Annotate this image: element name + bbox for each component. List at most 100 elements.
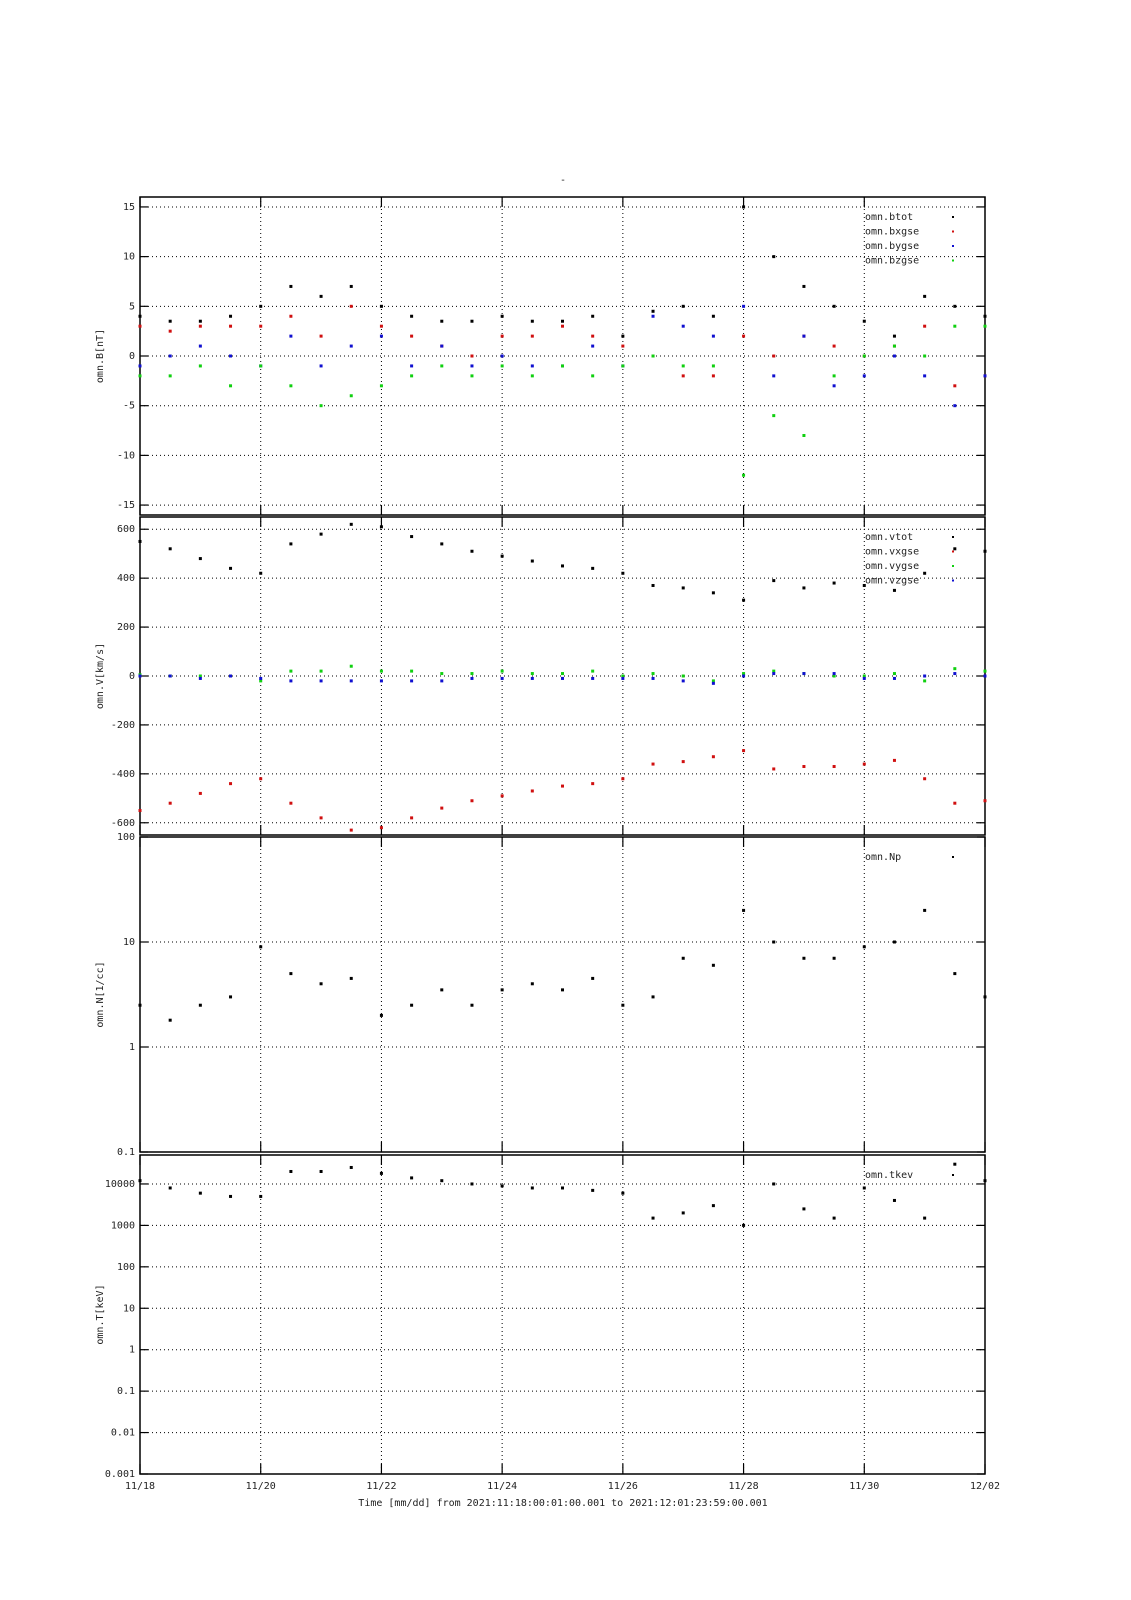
data-point <box>410 679 414 683</box>
data-point <box>832 374 836 378</box>
data-point <box>892 1198 896 1202</box>
data-point <box>742 304 746 308</box>
y-tick-label: 0 <box>129 671 135 682</box>
data-point <box>470 549 474 553</box>
y-axis-label: omn.V[km/s] <box>95 643 106 709</box>
data-point <box>953 667 957 671</box>
data-point <box>711 755 715 759</box>
data-point <box>440 1179 444 1183</box>
data-point <box>470 672 474 676</box>
data-point <box>168 1018 172 1022</box>
data-point <box>862 676 866 680</box>
data-point <box>470 1182 474 1186</box>
data-point <box>983 324 987 328</box>
data-point <box>379 1013 383 1017</box>
data-point <box>229 354 233 358</box>
data-point <box>621 676 625 680</box>
plot-frame <box>139 836 986 1153</box>
data-point <box>379 669 383 673</box>
y-tick-label: -5 <box>123 401 135 412</box>
data-point <box>168 547 172 551</box>
data-point <box>530 334 534 338</box>
data-point <box>410 535 414 539</box>
data-point <box>259 571 263 575</box>
data-point <box>681 324 685 328</box>
data-point <box>892 334 896 338</box>
data-point <box>591 1188 595 1192</box>
data-point <box>561 1186 564 1190</box>
data-point <box>802 1207 806 1211</box>
data-point <box>651 354 655 358</box>
data-point <box>349 828 353 832</box>
data-point <box>561 784 564 788</box>
data-point <box>259 676 263 680</box>
data-point <box>349 522 353 526</box>
data-point <box>711 314 715 318</box>
legend-label: omn.vygse <box>865 561 919 572</box>
data-point <box>138 674 142 678</box>
data-point <box>259 679 263 683</box>
legend-marker <box>952 550 954 553</box>
data-point <box>530 364 534 368</box>
data-point <box>862 1186 866 1190</box>
data-point <box>500 669 504 673</box>
data-point <box>289 669 293 673</box>
chart-title: - <box>560 175 566 186</box>
data-point <box>470 799 474 803</box>
data-point <box>198 1191 202 1195</box>
data-point <box>379 525 383 529</box>
data-point <box>862 762 866 766</box>
data-point <box>530 559 534 563</box>
legend-marker <box>952 565 954 567</box>
data-point <box>168 354 172 358</box>
data-point <box>319 364 323 368</box>
data-point <box>319 294 323 298</box>
legend-marker <box>952 259 954 262</box>
data-point <box>651 583 655 587</box>
data-point <box>621 364 625 368</box>
data-point <box>621 334 625 338</box>
y-tick-label: 10000 <box>105 1179 135 1190</box>
data-point <box>591 669 595 673</box>
data-point <box>349 344 353 348</box>
data-point <box>198 791 202 795</box>
data-point <box>168 319 172 323</box>
data-point <box>983 1179 987 1183</box>
data-point <box>923 354 927 358</box>
data-point <box>440 679 444 683</box>
data-point <box>591 344 595 348</box>
data-point <box>259 364 263 368</box>
y-tick-label: 0.01 <box>111 1428 135 1439</box>
data-point <box>711 364 715 368</box>
data-point <box>319 334 323 338</box>
data-point <box>349 284 353 288</box>
data-point <box>470 676 474 680</box>
y-tick-label: -10 <box>117 450 135 461</box>
data-point <box>349 664 353 668</box>
data-point <box>892 344 896 348</box>
data-point <box>168 374 172 378</box>
data-point <box>289 972 293 976</box>
data-point <box>983 669 987 673</box>
data-point <box>802 956 806 960</box>
legend-marker <box>952 216 954 218</box>
y-tick-label: 0 <box>129 351 135 362</box>
data-point <box>621 571 625 575</box>
data-point <box>862 319 866 323</box>
data-point <box>229 314 233 318</box>
data-point <box>500 314 504 318</box>
data-point <box>742 473 746 477</box>
data-point <box>500 334 504 338</box>
data-point <box>198 674 202 678</box>
data-point <box>651 314 655 318</box>
data-point <box>500 364 504 368</box>
plot-frame <box>139 1154 986 1475</box>
x-axis-label: Time [mm/dd] from 2021:11:18:00:01:00.00… <box>358 1498 767 1509</box>
legend-label: omn.bzgse <box>865 256 919 267</box>
data-point <box>591 314 595 318</box>
data-point <box>772 940 776 944</box>
data-point <box>772 1182 776 1186</box>
data-point <box>681 586 685 590</box>
data-point <box>983 549 987 553</box>
